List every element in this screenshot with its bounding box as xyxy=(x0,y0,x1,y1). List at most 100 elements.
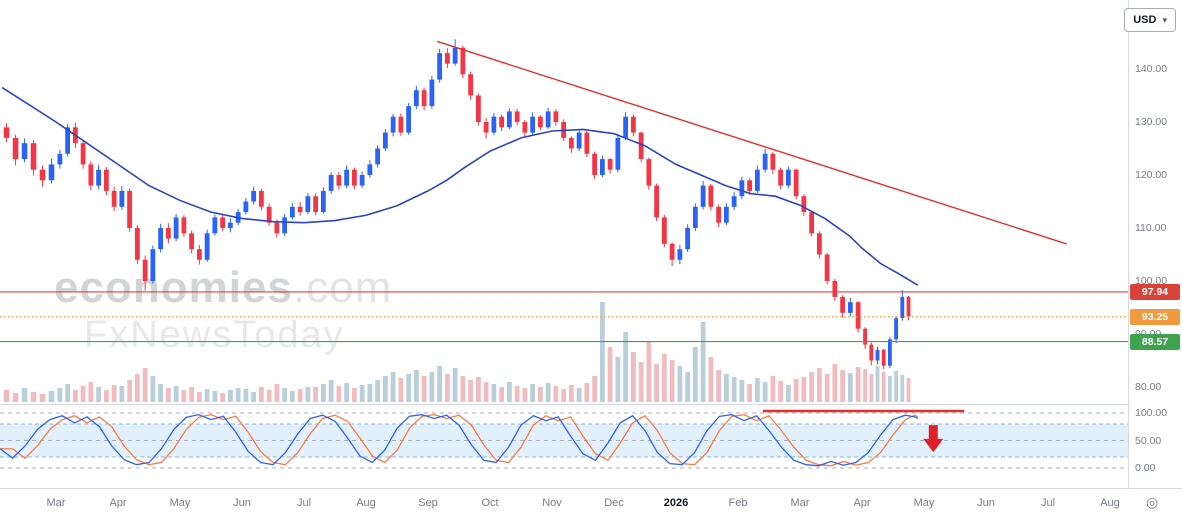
volume-bar xyxy=(801,377,807,402)
candle-body xyxy=(196,249,202,260)
volume-bar xyxy=(65,384,71,402)
price-tick-label: 140.00 xyxy=(1135,63,1168,75)
volume-bar xyxy=(599,302,605,402)
candle-body xyxy=(297,206,303,213)
volume-bar xyxy=(437,366,443,402)
ma xyxy=(1,86,919,286)
candle-body xyxy=(320,190,326,213)
price-level-badge: 97.94 xyxy=(1130,283,1180,300)
volume-bar xyxy=(80,386,86,402)
candle-body xyxy=(491,116,497,133)
candle-body xyxy=(475,95,481,122)
candle-body xyxy=(809,212,815,234)
candle-body xyxy=(584,132,590,154)
volume-bar xyxy=(646,342,652,402)
volume-bar xyxy=(475,377,481,402)
candle-body xyxy=(266,206,272,223)
candle-body xyxy=(599,159,605,175)
candle-body xyxy=(390,116,396,133)
volume-bar xyxy=(382,376,388,402)
price-tick-label: 80.00 xyxy=(1135,381,1162,393)
volume-bar xyxy=(452,368,458,402)
volume-bar xyxy=(460,376,466,402)
volume-bar xyxy=(561,389,567,402)
candle-body xyxy=(134,228,140,260)
candle-body xyxy=(685,228,691,250)
volume-bar xyxy=(900,375,905,402)
candle-body xyxy=(429,79,435,107)
volume-bar xyxy=(731,377,737,402)
chevron-down-icon: ▾ xyxy=(1162,14,1167,25)
volume-bar xyxy=(313,387,319,402)
volume-bar xyxy=(499,387,505,402)
candle-body xyxy=(282,217,288,234)
axis-settings-icon[interactable]: ◎ xyxy=(1146,494,1159,510)
stoch-tick-label: 50.00 xyxy=(1135,434,1162,447)
price-level-badge: 88.57 xyxy=(1130,333,1180,350)
volume-bar xyxy=(855,367,861,402)
volume-bar xyxy=(778,381,784,402)
volume-bar xyxy=(119,386,125,402)
drawings[interactable] xyxy=(437,40,1067,245)
candle-body xyxy=(142,259,148,281)
candle-body xyxy=(863,328,868,345)
volume-bar xyxy=(530,384,536,402)
volume-bar xyxy=(638,362,644,402)
candles xyxy=(3,39,911,369)
volume-bar xyxy=(793,379,799,402)
candle-body xyxy=(3,127,10,138)
volume-bar xyxy=(685,372,691,402)
candle-body xyxy=(204,233,210,260)
price-tick-label: 110.00 xyxy=(1135,222,1167,234)
candle-body xyxy=(840,296,846,313)
volume-bar xyxy=(243,389,249,402)
volume-bar xyxy=(134,374,140,402)
volume-bar xyxy=(863,369,868,402)
candle-body xyxy=(468,74,474,96)
candle-body xyxy=(111,190,117,207)
volume-bar xyxy=(189,387,195,402)
candle-body xyxy=(762,153,768,170)
price-axis[interactable]: 140.00130.00120.00110.00100.0090.0080.00… xyxy=(1128,0,1182,488)
candle-body xyxy=(460,47,466,75)
volume-bar xyxy=(747,384,753,402)
volume-bar xyxy=(754,378,760,402)
volume-bar xyxy=(282,388,288,402)
volume-bar xyxy=(847,373,853,402)
candle-body xyxy=(189,233,195,250)
candle-body xyxy=(855,302,861,329)
volume-bar xyxy=(894,371,899,402)
volume-bar xyxy=(506,382,512,402)
time-axis-label: Aug xyxy=(1100,497,1120,509)
stoch-tick-label: 0.00 xyxy=(1135,462,1156,474)
volume-bar xyxy=(227,390,233,402)
price-levels[interactable] xyxy=(0,291,1128,343)
volume-bar xyxy=(351,388,357,402)
volume-bar xyxy=(305,387,311,402)
volume-bar xyxy=(235,388,241,402)
candle-body xyxy=(165,228,171,239)
candle-body xyxy=(48,164,55,181)
volume-bar xyxy=(824,374,830,402)
candle-body xyxy=(499,116,505,128)
trendline[interactable] xyxy=(437,40,1067,245)
volume-bar xyxy=(173,386,179,402)
down-arrow-annotation[interactable] xyxy=(923,425,944,453)
candle-body xyxy=(483,122,489,133)
time-axis-label: Jun xyxy=(977,497,995,509)
currency-dropdown[interactable]: USD ▾ xyxy=(1124,8,1176,32)
candle-body xyxy=(723,206,729,223)
volume-bar xyxy=(723,374,729,402)
time-axis-label: May xyxy=(913,497,935,509)
candle-body xyxy=(251,190,257,202)
volume-bar xyxy=(785,385,791,402)
volume-bar xyxy=(258,387,264,402)
volume-bar xyxy=(212,391,218,402)
candle-body xyxy=(336,175,342,186)
time-axis[interactable]: ◎ Mar Apr May Jun Jul Aug Sep Oct Nov Dec 2026 Feb M… xyxy=(0,488,1182,520)
candle-body xyxy=(875,349,880,361)
volume-bar xyxy=(875,366,880,402)
watermark-brand-text: economies xyxy=(54,263,293,312)
volume-bar xyxy=(297,389,303,402)
